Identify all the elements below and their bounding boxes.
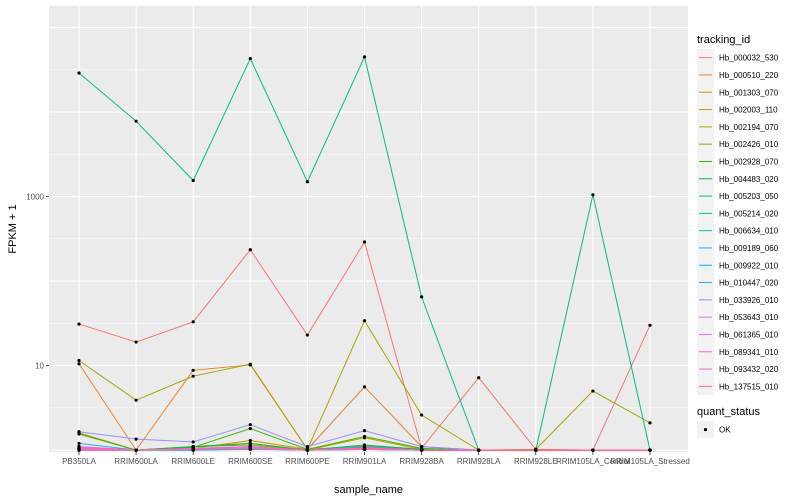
data-point: [362, 240, 367, 244]
legend-label: Hb_089341_010: [719, 348, 779, 357]
legend-label: Hb_002003_110: [719, 106, 778, 115]
data-point: [362, 319, 367, 323]
data-point: [362, 447, 367, 451]
data-point: [477, 376, 481, 380]
x-tick-label: RRIM105LA_Stressed: [610, 457, 690, 466]
data-point: [134, 437, 138, 441]
data-point: [248, 362, 252, 366]
data-point: [191, 178, 195, 183]
legend-label: Hb_005203_050: [719, 192, 779, 201]
data-point: [420, 413, 424, 417]
legend-label: Hb_004483_020: [719, 175, 779, 184]
legend-title: tracking_id: [697, 34, 750, 46]
data-point: [77, 432, 81, 436]
data-point: [420, 295, 424, 299]
legend-label: Hb_000032_530: [719, 54, 779, 63]
data-point: [248, 56, 252, 61]
data-point: [248, 248, 252, 252]
legend2-label: OK: [719, 426, 731, 435]
data-point: [591, 448, 595, 452]
legend-label: Hb_093432_020: [719, 365, 779, 374]
data-point: [362, 385, 367, 389]
data-point: [77, 441, 81, 446]
data-point: [591, 389, 595, 393]
legend-label: Hb_061365_010: [719, 330, 779, 339]
data-point: [77, 322, 81, 326]
data-point: [248, 441, 252, 446]
data-point: [248, 447, 252, 451]
data-point: [305, 445, 309, 449]
x-tick-label: RRIM901LA: [343, 457, 387, 466]
legend: tracking_id Hb_000032_530 Hb_000510_220 Hb_…: [697, 34, 779, 439]
data-point: [77, 448, 81, 452]
x-tick-label: RRIM928BA: [399, 457, 444, 466]
legend-label: Hb_053643_010: [719, 313, 779, 322]
data-points: [77, 55, 652, 452]
data-point: [191, 440, 195, 444]
data-point: [362, 55, 367, 59]
data-point: [134, 119, 138, 123]
data-point: [362, 434, 367, 439]
x-tick-label: RRIM928LE: [514, 457, 558, 466]
data-point: [77, 358, 81, 363]
legend-label: Hb_002426_010: [719, 140, 779, 149]
legend-label: Hb_010447_020: [719, 279, 779, 288]
x-tick-label: RRIM600LE: [171, 457, 215, 466]
x-tick-label: RRIM105LA_Control: [556, 457, 630, 466]
data-point: [134, 340, 138, 344]
data-point: [248, 438, 252, 443]
axes: 10 1000 PB350LA RRIM600LA RRIM600LE RRIM600SE…: [7, 193, 690, 496]
legend-label: Hb_002928_070: [719, 157, 779, 166]
panel-background: [49, 6, 688, 452]
legend-label: Hb_033926_010: [719, 296, 779, 305]
legend-label: Hb_006634_010: [719, 227, 779, 236]
data-point: [77, 362, 81, 366]
data-point: [305, 333, 309, 337]
x-tick-label: PB350LA: [62, 457, 96, 466]
legend-label: Hb_001303_070: [719, 88, 779, 97]
legend-label: Hb_005214_020: [719, 209, 779, 218]
data-point: [134, 398, 138, 402]
plot-panel: [49, 6, 688, 452]
data-point: [591, 193, 595, 197]
legend-label: Hb_000510_220: [719, 71, 779, 80]
data-point: [362, 429, 367, 433]
x-axis-title: sample_name: [334, 484, 403, 496]
data-point: [305, 448, 309, 452]
y-tick-label: 1000: [26, 193, 44, 202]
x-tick-label: RRIM600SE: [228, 457, 272, 466]
x-tick-label: RRIM600LA: [114, 457, 158, 466]
data-point: [648, 448, 652, 452]
data-point: [305, 180, 309, 184]
x-tick-label: RRIM928LA: [457, 457, 501, 466]
legend2-key-point: [703, 428, 708, 432]
data-point: [77, 430, 81, 434]
data-point: [648, 323, 652, 327]
y-tick-label: 10: [35, 362, 44, 371]
data-point: [77, 445, 81, 449]
data-point: [477, 448, 481, 452]
data-point: [248, 426, 252, 431]
legend-label: Hb_009189_060: [719, 244, 779, 253]
data-point: [134, 448, 138, 452]
data-point: [248, 423, 252, 427]
data-point: [534, 448, 538, 452]
data-point: [77, 71, 81, 75]
data-point: [191, 447, 195, 451]
data-point: [191, 320, 195, 324]
legend-label: Hb_009922_010: [719, 261, 779, 270]
data-point: [648, 421, 652, 425]
data-point: [420, 448, 424, 452]
data-point: [191, 374, 195, 378]
data-point: [420, 445, 424, 449]
x-tick-label: RRIM600PE: [285, 457, 329, 466]
legend2-title: quant_status: [697, 406, 760, 418]
y-axis-title: FPKM + 1: [7, 204, 19, 253]
legend-label: Hb_137515_010: [719, 382, 779, 391]
data-point: [191, 368, 195, 372]
legend-label: Hb_002194_070: [719, 123, 779, 132]
